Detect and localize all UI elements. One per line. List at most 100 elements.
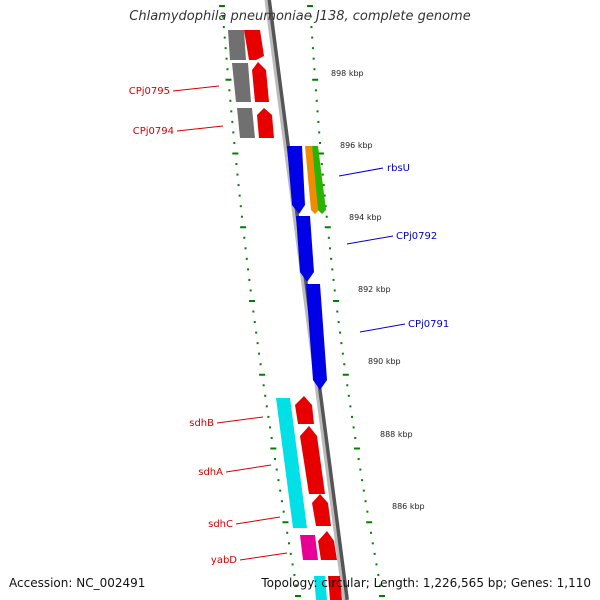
scale-tick xyxy=(230,110,233,113)
scale-label: 892 kbp xyxy=(358,285,391,294)
accession-text: Accession: NC_002491 xyxy=(9,576,146,590)
backbone-line xyxy=(264,0,346,600)
scale-tick xyxy=(347,394,350,397)
topology-text: Topology: circular; Length: 1,226,565 bp… xyxy=(261,576,591,590)
scale-tick xyxy=(270,447,277,450)
scale-ticks xyxy=(219,5,385,597)
scale-tick xyxy=(311,47,314,50)
scale-tick xyxy=(366,521,373,524)
scale-tick xyxy=(259,363,262,366)
scale-tick xyxy=(258,352,261,355)
scale-tick xyxy=(287,542,290,545)
gene-block-red-partial xyxy=(328,576,342,600)
scale-tick xyxy=(317,152,324,155)
gene-arrow-rbsU xyxy=(312,146,326,214)
leader-line-cpj0792 xyxy=(346,235,394,245)
scale-tick xyxy=(240,226,247,229)
scale-tick xyxy=(236,173,239,176)
scale-tick xyxy=(269,426,272,429)
gene-arrow-cpj0795 xyxy=(252,62,269,102)
leader-line-cpj0795 xyxy=(172,85,220,92)
scale-tick xyxy=(373,552,376,555)
scale-tick xyxy=(379,584,382,587)
scale-label: 894 kbp xyxy=(349,213,382,222)
scale-tick xyxy=(330,257,333,260)
scale-tick xyxy=(237,184,240,187)
scale-tick xyxy=(325,215,328,218)
scale-tick xyxy=(371,542,374,545)
gene-label-sdhb: sdhB xyxy=(189,418,214,429)
scale-tick xyxy=(219,5,225,7)
scale-tick xyxy=(354,436,357,439)
scale-tick xyxy=(359,468,362,471)
gene-label-sdhc: sdhC xyxy=(208,519,233,530)
gene-arrow-sdhC xyxy=(312,494,331,526)
scale-tick xyxy=(310,26,313,29)
scale-tick xyxy=(336,310,339,313)
scale-tick xyxy=(225,57,228,60)
leader-line-yabd xyxy=(239,552,288,561)
leader-line-sdha xyxy=(225,464,272,473)
scale-tick xyxy=(323,194,326,197)
scale-tick xyxy=(346,384,349,387)
scale-tick xyxy=(341,352,344,355)
gene-arrow-sdhB xyxy=(295,396,314,424)
gene-block-cyan-partial xyxy=(314,576,327,600)
scale-tick xyxy=(232,152,239,155)
scale-tick xyxy=(265,405,268,408)
gene-arrow-cpj0794 xyxy=(257,108,274,138)
scale-tick xyxy=(317,120,320,123)
scale-tick xyxy=(224,47,227,50)
scale-tick xyxy=(256,342,259,345)
scale-tick xyxy=(379,595,385,597)
gene-label-cpj0792: CPj0792 xyxy=(396,231,437,242)
scale-tick xyxy=(375,563,378,566)
scale-tick xyxy=(332,278,335,281)
scale-tick xyxy=(293,573,296,576)
scale-tick xyxy=(249,300,255,302)
scale-tick xyxy=(228,89,231,92)
scale-label: 888 kbp xyxy=(380,430,413,439)
scale-tick xyxy=(320,163,323,166)
scale-tick xyxy=(353,447,360,450)
scale-label: 896 kbp xyxy=(340,141,373,150)
scale-tick xyxy=(252,310,255,313)
scale-tick xyxy=(226,68,229,71)
scale-tick xyxy=(343,363,346,366)
scale-tick xyxy=(280,500,283,503)
scale-tick xyxy=(333,300,339,302)
scale-tick xyxy=(314,89,317,92)
scale-tick xyxy=(316,110,319,113)
scale-tick xyxy=(274,458,277,461)
scale-tick xyxy=(245,257,248,260)
gene-label-rbsu: rbsU xyxy=(387,163,410,174)
scale-tick xyxy=(233,141,236,144)
gene-label-cpj0795: CPj0795 xyxy=(129,86,170,97)
scale-tick xyxy=(253,321,256,324)
scale-tick xyxy=(312,57,315,60)
gene-arrow-orange xyxy=(305,146,319,214)
leader-line-cpj0791 xyxy=(359,323,406,333)
scale-tick xyxy=(282,510,285,513)
scale-tick xyxy=(313,68,316,71)
gene-block-grey xyxy=(232,63,251,102)
scale-tick xyxy=(225,78,232,81)
scale-tick xyxy=(238,194,241,197)
scale-tick xyxy=(289,552,292,555)
gene-label-cpj0794: CPj0794 xyxy=(133,126,174,137)
scale-tick xyxy=(259,373,266,376)
gene-arrow-cpj0792 xyxy=(296,216,314,282)
scale-tick xyxy=(244,247,247,250)
scale-tick xyxy=(295,584,298,587)
gene-block-grey xyxy=(228,30,246,60)
backbone-shadow xyxy=(265,0,349,600)
scale-tick xyxy=(255,331,258,334)
scale-tick xyxy=(277,479,280,482)
gene-arrow-sdhA xyxy=(300,426,325,494)
scale-tick xyxy=(349,405,352,408)
gene-arrow-red xyxy=(244,30,264,60)
scale-tick xyxy=(338,331,341,334)
scale-tick xyxy=(232,131,235,134)
scale-tick xyxy=(324,205,327,208)
scale-tick xyxy=(350,415,353,418)
